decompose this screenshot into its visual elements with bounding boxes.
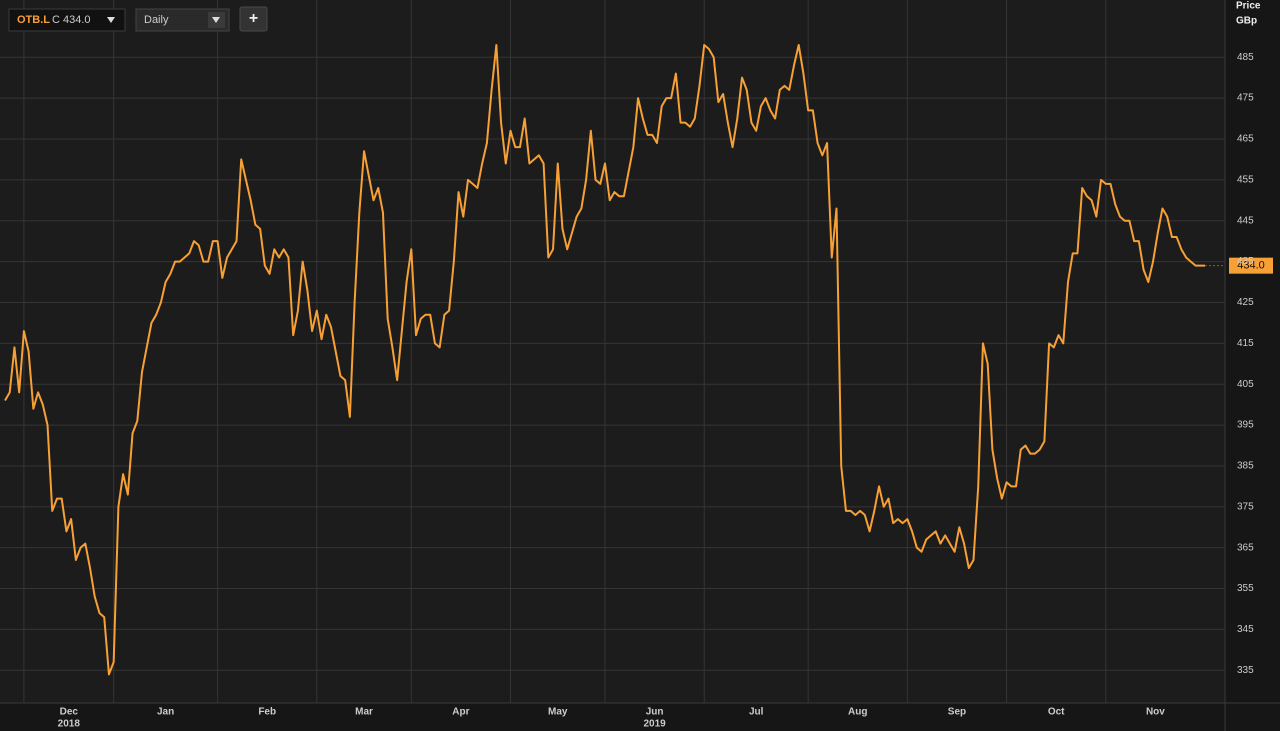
y-tick-label: 355: [1237, 583, 1254, 594]
y-tick-label: 375: [1237, 501, 1254, 512]
axis-title: Price: [1236, 1, 1261, 12]
year-label: 2018: [58, 719, 81, 730]
y-tick-label: 455: [1237, 174, 1254, 185]
x-tick-label: Jun: [646, 707, 664, 718]
x-axis-panel: [0, 703, 1280, 731]
axis-unit: GBp: [1236, 16, 1257, 27]
y-tick-label: 475: [1237, 93, 1254, 104]
x-tick-label: Jan: [157, 707, 174, 718]
axis-labels: 335 345 355 365 375 385 395 405 415 425 435 445 455 4…: [58, 52, 1254, 730]
interval-box[interactable]: [135, 8, 230, 32]
dropdown-arrow[interactable]: [212, 17, 220, 23]
y-tick-label: 415: [1237, 338, 1254, 349]
symbol[interactable]: OTB.L: [17, 14, 50, 26]
toolbar: OTB.L C 434.0 Daily +: [8, 6, 268, 32]
x-tick-label: Oct: [1048, 707, 1065, 718]
grid: [0, 0, 1225, 703]
y-tick-label: 465: [1237, 134, 1254, 145]
interval-selector[interactable]: Daily: [135, 8, 230, 32]
plot: 434.0: [4, 43, 1273, 676]
x-tick-label: Dec: [60, 707, 79, 718]
x-tick-label: Nov: [1146, 707, 1165, 718]
y-tick-label: 435: [1237, 256, 1254, 267]
y-tick-label: 395: [1237, 420, 1254, 431]
year-label: 2019: [643, 719, 666, 730]
x-tick-label: Mar: [355, 707, 373, 718]
x-tick-label: May: [548, 707, 568, 718]
x-tick-label: Feb: [258, 707, 276, 718]
y-tick-label: 365: [1237, 542, 1254, 553]
x-tick-label: Sep: [948, 707, 966, 718]
y-axis-panel: [1225, 0, 1280, 731]
add-button[interactable]: [239, 6, 268, 32]
y-tick-label: 385: [1237, 461, 1254, 472]
last-price-tag: [1229, 257, 1273, 274]
add-label[interactable]: +: [249, 10, 258, 27]
x-tick-label: Jul: [749, 707, 764, 718]
symbol-box[interactable]: [8, 8, 126, 32]
price-line: [4, 43, 1205, 676]
y-tick-label: 335: [1237, 665, 1254, 676]
y-tick-label: 425: [1237, 297, 1254, 308]
interval[interactable]: Daily: [144, 14, 169, 26]
close-price[interactable]: C 434.0: [52, 14, 91, 26]
symbol-selector[interactable]: OTB.L C 434.0: [8, 8, 126, 32]
y-tick-label: 405: [1237, 379, 1254, 390]
dropdown-arrow[interactable]: [107, 17, 115, 23]
y-tick-label: 345: [1237, 624, 1254, 635]
x-tick-label: Aug: [848, 707, 867, 718]
y-tick-label: 485: [1237, 52, 1254, 63]
y-tick-label: 445: [1237, 215, 1254, 226]
x-tick-label: Apr: [452, 707, 469, 718]
last-price-label: 434.0: [1237, 260, 1265, 272]
